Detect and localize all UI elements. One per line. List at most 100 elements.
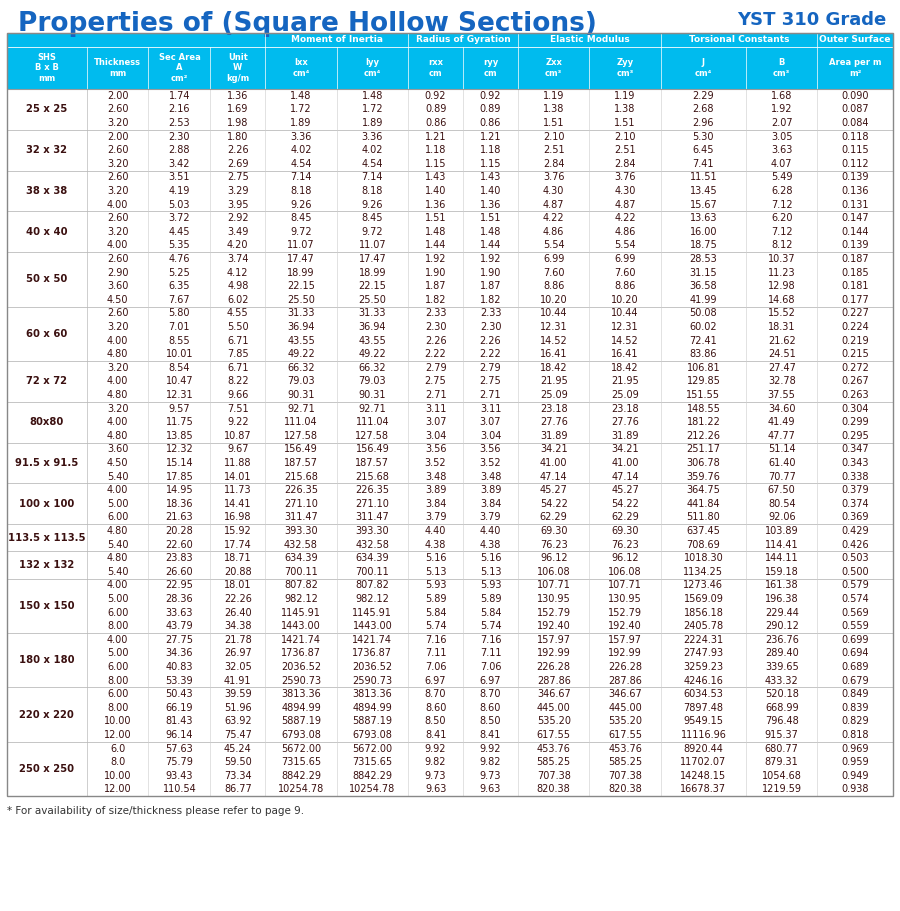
Text: 1443.00: 1443.00 [281, 621, 320, 631]
Text: 3.36: 3.36 [291, 131, 311, 141]
Text: 7.60: 7.60 [615, 268, 636, 278]
Text: 220 x 220: 220 x 220 [20, 710, 74, 720]
Text: 157.97: 157.97 [608, 635, 642, 645]
Text: 0.090: 0.090 [842, 91, 869, 101]
Text: 92.71: 92.71 [358, 404, 386, 414]
Text: 1.48: 1.48 [480, 227, 501, 237]
Text: 445.00: 445.00 [608, 702, 642, 712]
Text: 41.49: 41.49 [768, 417, 796, 427]
Text: 3.07: 3.07 [480, 417, 501, 427]
Text: 0.969: 0.969 [842, 743, 869, 753]
Text: 7.41: 7.41 [693, 159, 715, 169]
Text: 62.29: 62.29 [611, 512, 639, 522]
Text: 0.574: 0.574 [842, 594, 869, 604]
Text: 0.679: 0.679 [842, 676, 869, 686]
Text: 4.12: 4.12 [227, 268, 248, 278]
Text: 3.89: 3.89 [425, 486, 446, 496]
Text: 0.299: 0.299 [842, 417, 869, 427]
Text: 6.97: 6.97 [425, 676, 446, 686]
Text: 75.47: 75.47 [224, 730, 252, 740]
Text: 129.85: 129.85 [687, 376, 720, 386]
Text: Sec Area
A
cm²: Sec Area A cm² [158, 53, 201, 83]
Text: 110.54: 110.54 [163, 784, 196, 794]
Text: 2.96: 2.96 [693, 118, 715, 128]
Text: 306.78: 306.78 [687, 458, 720, 468]
Text: 2.07: 2.07 [771, 118, 793, 128]
Text: 18.01: 18.01 [224, 580, 251, 590]
Text: 1.36: 1.36 [480, 200, 501, 210]
Text: 12.00: 12.00 [104, 730, 131, 740]
Text: Properties of (Square Hollow Sections): Properties of (Square Hollow Sections) [18, 11, 597, 37]
Text: 2.79: 2.79 [480, 363, 501, 373]
Text: 5.00: 5.00 [107, 649, 129, 659]
Text: 9.66: 9.66 [227, 390, 248, 400]
Text: 982.12: 982.12 [356, 594, 390, 604]
Text: 2.60: 2.60 [107, 254, 129, 264]
Text: 3.72: 3.72 [168, 213, 190, 223]
Text: 4.02: 4.02 [362, 145, 383, 155]
Text: 15.14: 15.14 [166, 458, 194, 468]
Text: Torsional Constants: Torsional Constants [688, 36, 789, 45]
Text: 0.500: 0.500 [842, 567, 869, 577]
Text: 3.76: 3.76 [615, 172, 636, 182]
Text: 148.55: 148.55 [687, 404, 720, 414]
Text: 9.67: 9.67 [227, 445, 248, 455]
Text: 1.87: 1.87 [425, 281, 446, 292]
Text: 47.14: 47.14 [540, 472, 568, 482]
Text: 708.69: 708.69 [687, 539, 720, 549]
Text: 8.86: 8.86 [615, 281, 635, 292]
Text: 72.41: 72.41 [689, 335, 717, 345]
Text: 2.16: 2.16 [168, 105, 190, 115]
Text: 1145.91: 1145.91 [353, 608, 392, 618]
Text: 0.181: 0.181 [842, 281, 869, 292]
Text: 2.60: 2.60 [107, 213, 129, 223]
Text: 4.00: 4.00 [107, 417, 129, 427]
Text: SHS
B x B
mm: SHS B x B mm [35, 53, 58, 83]
Text: 18.75: 18.75 [689, 241, 717, 251]
Text: 8.50: 8.50 [480, 716, 501, 726]
Text: 8842.29: 8842.29 [353, 771, 392, 781]
Text: 5.89: 5.89 [425, 594, 446, 604]
Text: 47.77: 47.77 [768, 431, 796, 441]
Bar [7, 211, 893, 252]
Text: 0.131: 0.131 [842, 200, 869, 210]
Text: rxx
cm: rxx cm [428, 58, 443, 77]
Text: 1.48: 1.48 [425, 227, 446, 237]
Text: 0.115: 0.115 [842, 145, 869, 155]
Text: 393.30: 393.30 [356, 526, 389, 536]
Text: 5672.00: 5672.00 [281, 743, 321, 753]
Text: 4.00: 4.00 [107, 635, 129, 645]
Text: 5.74: 5.74 [425, 621, 446, 631]
Text: 26.60: 26.60 [166, 567, 194, 577]
Text: 680.77: 680.77 [765, 743, 798, 753]
Text: 3.11: 3.11 [480, 404, 501, 414]
Text: 1018.30: 1018.30 [684, 553, 724, 563]
Text: 5.13: 5.13 [480, 567, 501, 577]
Text: 2.53: 2.53 [168, 118, 190, 128]
Text: 0.829: 0.829 [842, 716, 869, 726]
Text: 1569.09: 1569.09 [683, 594, 724, 604]
Text: 23.18: 23.18 [611, 404, 639, 414]
Text: 54.22: 54.22 [611, 499, 639, 509]
Text: 21.78: 21.78 [224, 635, 252, 645]
Text: 1134.25: 1134.25 [683, 567, 724, 577]
Text: 3259.23: 3259.23 [683, 662, 724, 672]
Text: 1.51: 1.51 [425, 213, 446, 223]
Text: 7.06: 7.06 [425, 662, 446, 672]
Text: 111.04: 111.04 [356, 417, 389, 427]
Text: Radius of Gyration: Radius of Gyration [416, 36, 510, 45]
Text: 4.30: 4.30 [543, 186, 564, 196]
Text: 4.50: 4.50 [107, 295, 129, 305]
Text: 3.60: 3.60 [107, 281, 129, 292]
Text: 0.89: 0.89 [425, 105, 446, 115]
Text: 1.40: 1.40 [425, 186, 446, 196]
Bar [7, 129, 893, 170]
Text: Thickness
mm: Thickness mm [94, 58, 141, 77]
Text: 8.60: 8.60 [480, 702, 501, 712]
Text: 22.95: 22.95 [166, 580, 194, 590]
Text: 161.38: 161.38 [765, 580, 798, 590]
Text: 13.45: 13.45 [689, 186, 717, 196]
Bar [7, 484, 893, 524]
Text: 17.47: 17.47 [287, 254, 315, 264]
Text: 18.31: 18.31 [768, 322, 796, 332]
